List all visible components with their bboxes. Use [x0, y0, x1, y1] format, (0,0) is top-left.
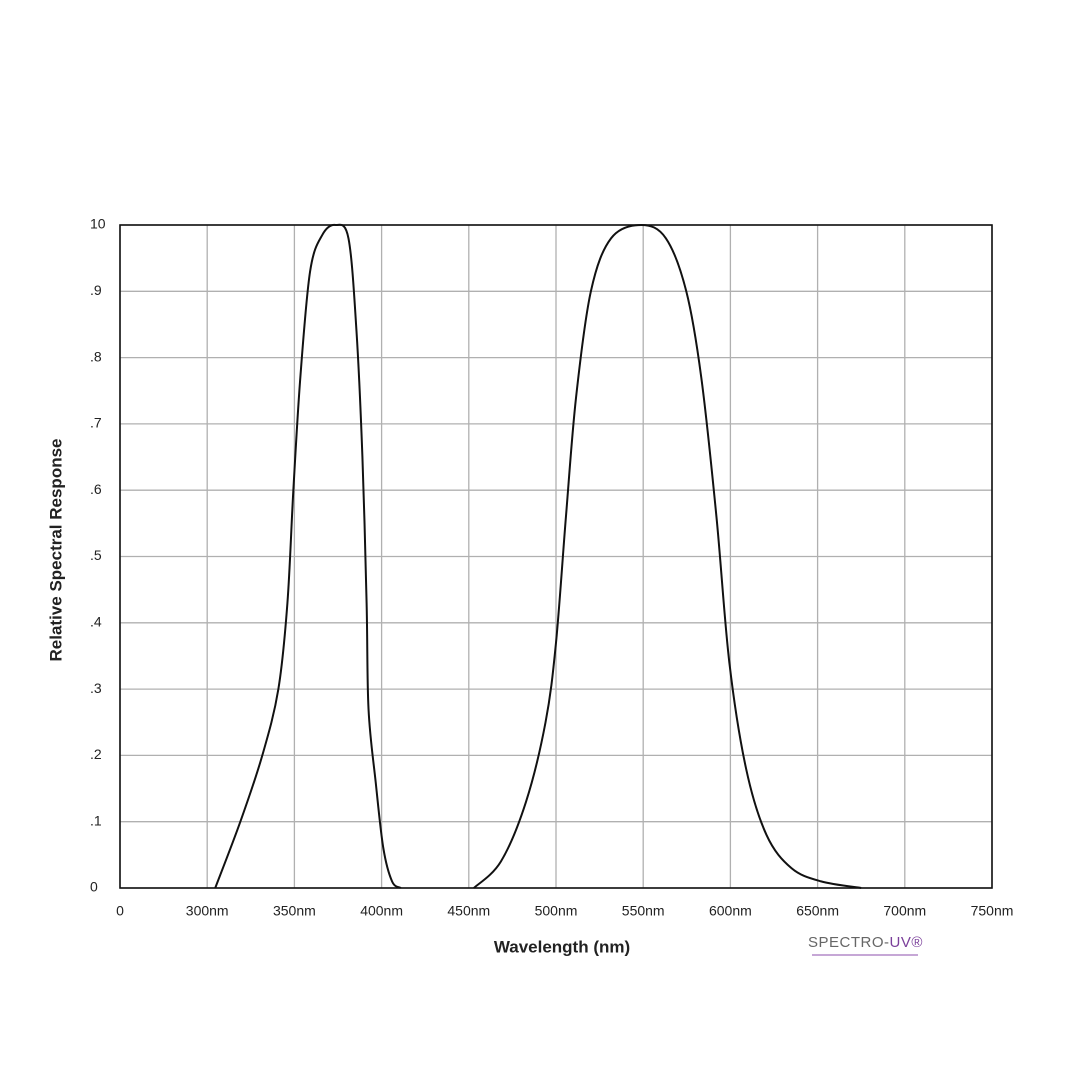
x-tick-label: 300nm [186, 903, 229, 919]
plot-frame [119, 224, 993, 889]
x-tick-label: 0 [116, 903, 124, 919]
y-axis-title: Relative Spectral Response [46, 439, 65, 662]
x-tick-label: 500nm [535, 903, 578, 919]
x-tick-label: 750nm [971, 903, 1014, 919]
y-tick-label: .7 [90, 415, 102, 431]
y-tick-label: .4 [90, 614, 102, 630]
y-tick-label: .8 [90, 348, 102, 364]
line-series [214, 223, 402, 889]
y-tick-label: .9 [90, 282, 102, 298]
logo: SPECTRO-UV® [808, 934, 923, 951]
y-tick-label: .1 [90, 812, 102, 828]
x-tick-label: 350nm [273, 903, 316, 919]
x-axis-title: Wavelength (nm) [494, 937, 630, 956]
x-tick-label: 450nm [447, 903, 490, 919]
y-tick-label: 10 [90, 216, 106, 232]
y-tick-label: .5 [90, 547, 102, 563]
x-tick-label: 600nm [709, 903, 752, 919]
x-tick-label: 650nm [796, 903, 839, 919]
y-tick-label: .2 [90, 746, 102, 762]
logo-accent: UV® [890, 934, 923, 951]
x-tick-label: 400nm [360, 903, 403, 919]
logo-text: SPECTRO- [808, 934, 890, 951]
y-tick-label: .3 [90, 680, 102, 696]
y-tick-label: 0 [90, 879, 98, 895]
x-tick-label: 550nm [622, 903, 665, 919]
line-series [473, 223, 862, 889]
y-tick-label: .6 [90, 481, 102, 497]
x-tick-label: 700nm [883, 903, 926, 919]
